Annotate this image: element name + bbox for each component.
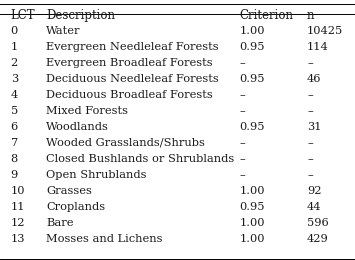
Text: 1.00: 1.00 <box>240 186 265 196</box>
Text: 10: 10 <box>11 186 25 196</box>
Text: Open Shrublands: Open Shrublands <box>46 170 147 180</box>
Text: 13: 13 <box>11 234 25 244</box>
Text: 31: 31 <box>307 122 322 132</box>
Text: n: n <box>307 9 315 22</box>
Text: –: – <box>307 58 313 68</box>
Text: –: – <box>307 138 313 148</box>
Text: 1: 1 <box>11 42 18 52</box>
Text: Description: Description <box>46 9 115 22</box>
Text: 1.00: 1.00 <box>240 26 265 36</box>
Text: LCT: LCT <box>11 9 35 22</box>
Text: Deciduous Needleleaf Forests: Deciduous Needleleaf Forests <box>46 74 219 84</box>
Text: 0.95: 0.95 <box>240 42 265 52</box>
Text: 429: 429 <box>307 234 329 244</box>
Text: 9: 9 <box>11 170 18 180</box>
Text: Mosses and Lichens: Mosses and Lichens <box>46 234 163 244</box>
Text: Evergreen Needleleaf Forests: Evergreen Needleleaf Forests <box>46 42 219 52</box>
Text: –: – <box>307 90 313 100</box>
Text: 0: 0 <box>11 26 18 36</box>
Text: 5: 5 <box>11 106 18 116</box>
Text: 596: 596 <box>307 218 329 228</box>
Text: –: – <box>240 154 245 164</box>
Text: –: – <box>240 58 245 68</box>
Text: Evergreen Broadleaf Forests: Evergreen Broadleaf Forests <box>46 58 213 68</box>
Text: –: – <box>307 170 313 180</box>
Text: Grasses: Grasses <box>46 186 92 196</box>
Text: Mixed Forests: Mixed Forests <box>46 106 128 116</box>
Text: 11: 11 <box>11 202 25 212</box>
Text: 6: 6 <box>11 122 18 132</box>
Text: 7: 7 <box>11 138 18 148</box>
Text: 0.95: 0.95 <box>240 202 265 212</box>
Text: 1.00: 1.00 <box>240 234 265 244</box>
Text: 114: 114 <box>307 42 329 52</box>
Text: –: – <box>240 106 245 116</box>
Text: Wooded Grasslands/Shrubs: Wooded Grasslands/Shrubs <box>46 138 205 148</box>
Text: –: – <box>240 170 245 180</box>
Text: –: – <box>307 106 313 116</box>
Text: Closed Bushlands or Shrublands: Closed Bushlands or Shrublands <box>46 154 234 164</box>
Text: –: – <box>240 90 245 100</box>
Text: 44: 44 <box>307 202 322 212</box>
Text: Woodlands: Woodlands <box>46 122 109 132</box>
Text: 3: 3 <box>11 74 18 84</box>
Text: –: – <box>307 154 313 164</box>
Text: 2: 2 <box>11 58 18 68</box>
Text: 12: 12 <box>11 218 25 228</box>
Text: –: – <box>240 138 245 148</box>
Text: Bare: Bare <box>46 218 73 228</box>
Text: 0.95: 0.95 <box>240 122 265 132</box>
Text: 0.95: 0.95 <box>240 74 265 84</box>
Text: Water: Water <box>46 26 81 36</box>
Text: Deciduous Broadleaf Forests: Deciduous Broadleaf Forests <box>46 90 213 100</box>
Text: 92: 92 <box>307 186 322 196</box>
Text: 8: 8 <box>11 154 18 164</box>
Text: 46: 46 <box>307 74 322 84</box>
Text: 1.00: 1.00 <box>240 218 265 228</box>
Text: 4: 4 <box>11 90 18 100</box>
Text: 10425: 10425 <box>307 26 343 36</box>
Text: Criterion: Criterion <box>240 9 294 22</box>
Text: Croplands: Croplands <box>46 202 105 212</box>
